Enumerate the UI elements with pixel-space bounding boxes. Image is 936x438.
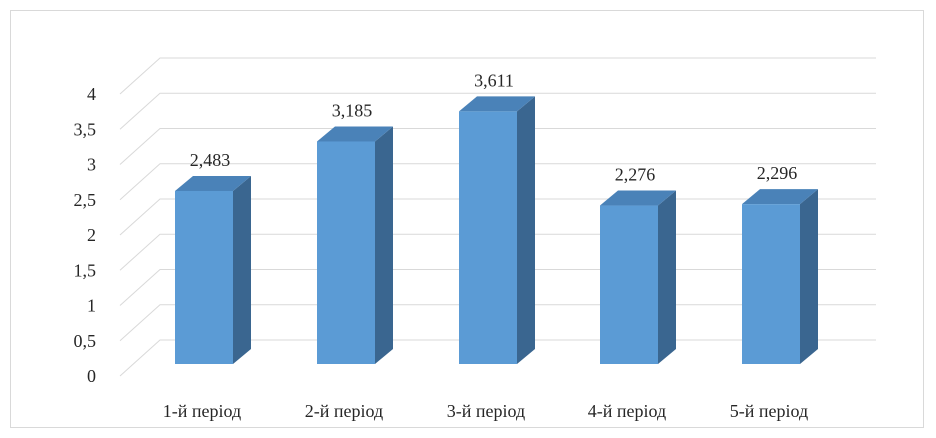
y-tick-label: 4	[87, 84, 96, 104]
y-tick-label: 2,5	[74, 190, 97, 210]
y-tick-label: 0	[87, 366, 96, 386]
bar-top	[742, 189, 818, 205]
bar-top	[175, 175, 251, 191]
bar-top	[459, 96, 535, 112]
y-tick-label: 3	[87, 155, 96, 175]
bar-front	[175, 190, 233, 364]
data-labels: 2,483 3,185 3,611 2,276 2,296	[190, 70, 798, 184]
data-label: 3,185	[332, 100, 373, 120]
gridline	[119, 163, 876, 201]
y-tick-label: 2	[87, 225, 96, 245]
category-label: 3-й період	[447, 401, 525, 421]
bar-side	[233, 175, 251, 364]
gridline	[119, 57, 876, 95]
bar-front	[600, 205, 658, 364]
bar	[459, 96, 535, 364]
data-label: 2,483	[190, 150, 231, 170]
data-label: 2,296	[757, 163, 798, 183]
y-tick-label: 1	[87, 296, 96, 316]
bar-side	[375, 126, 393, 365]
bar	[600, 190, 676, 364]
gridline	[119, 128, 876, 165]
x-axis-categories: 1-й період 2-й період 3-й період 4-й період…	[163, 401, 808, 421]
bar-top	[317, 126, 393, 142]
bar	[175, 175, 251, 364]
data-label: 2,276	[615, 165, 656, 185]
category-label: 1-й період	[163, 401, 241, 421]
bar-front	[742, 204, 800, 364]
bar-front	[317, 141, 375, 364]
bar	[742, 189, 818, 364]
bar-top	[600, 190, 676, 206]
bars	[175, 96, 818, 365]
data-label: 3,611	[474, 70, 514, 90]
y-tick-label: 1,5	[74, 260, 97, 280]
gridline	[119, 92, 876, 130]
bar-side	[800, 189, 818, 364]
y-tick-label: 0,5	[74, 331, 97, 351]
category-label: 5-й період	[730, 401, 808, 421]
bar-front	[459, 111, 517, 364]
category-label: 2-й період	[305, 401, 383, 421]
y-tick-label: 3,5	[74, 119, 97, 139]
category-label: 4-й період	[588, 401, 666, 421]
bar	[317, 126, 393, 365]
bar-side	[658, 190, 676, 364]
y-axis-ticks: 0 0,5 1 1,5 2 2,5 3 3,5 4	[74, 84, 97, 386]
bar-side	[517, 96, 535, 364]
